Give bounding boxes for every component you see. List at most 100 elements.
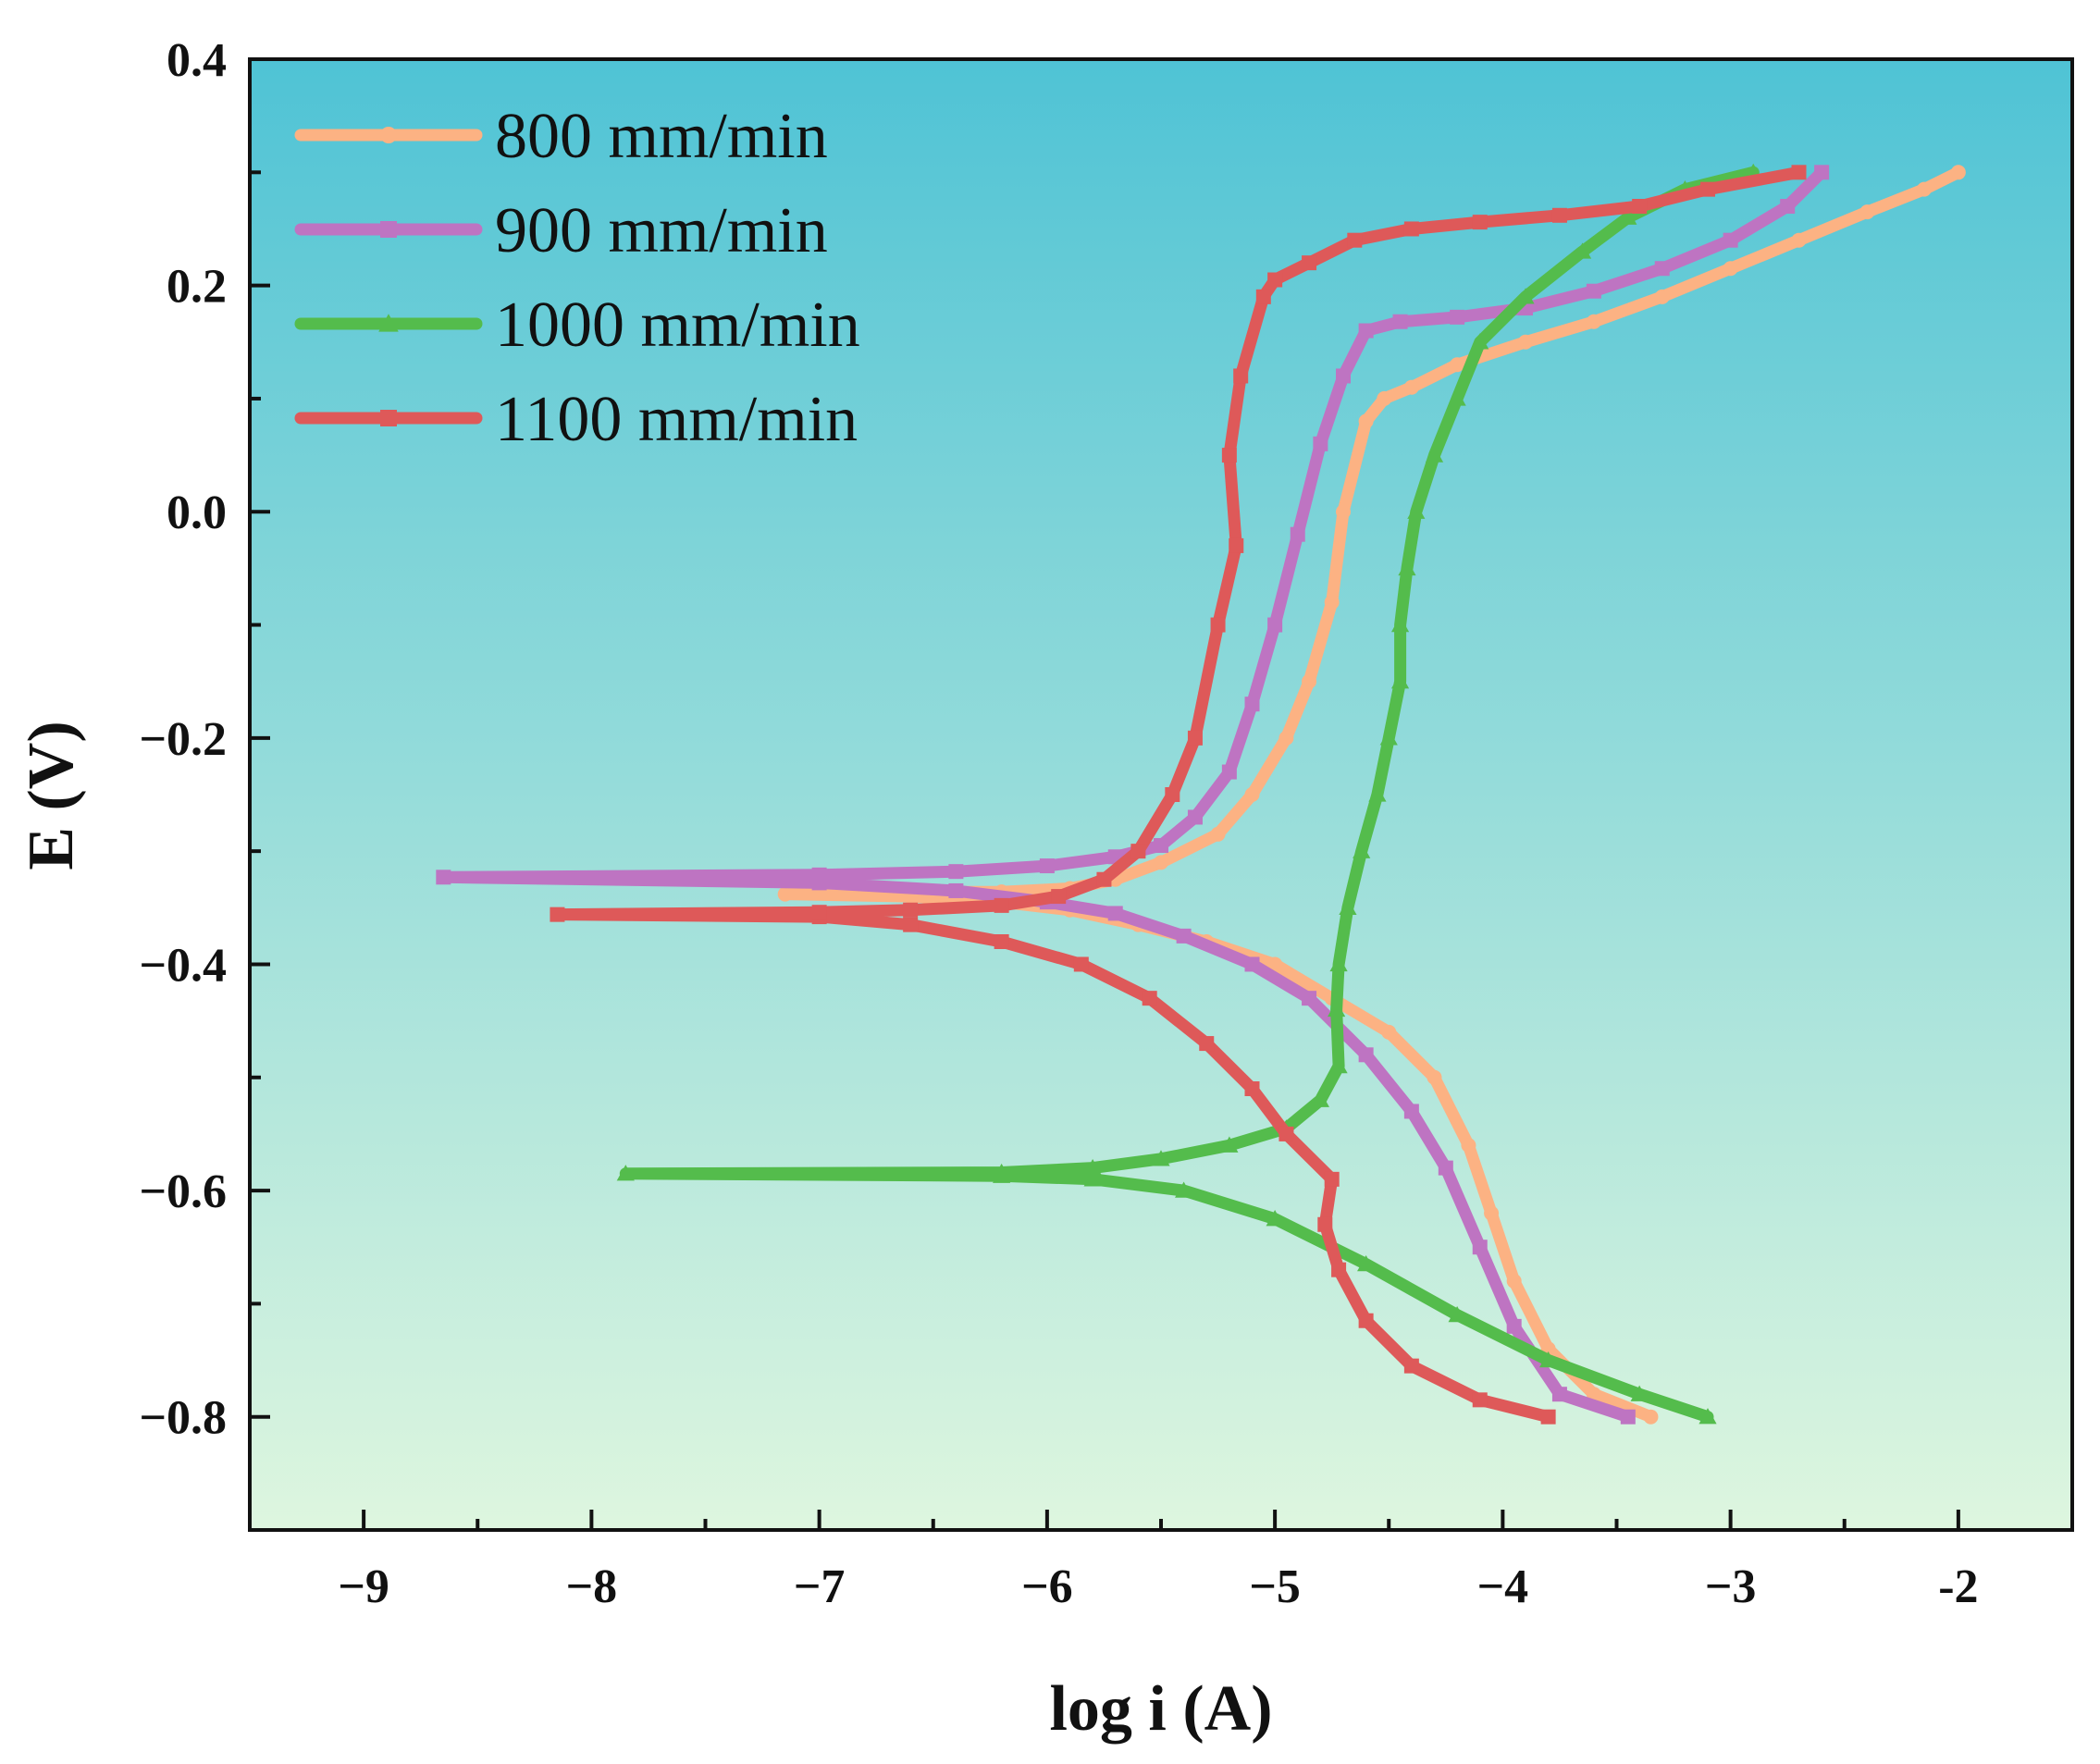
data-point (1643, 1409, 1659, 1425)
data-point (1448, 1306, 1466, 1323)
data-point (1484, 1205, 1500, 1221)
x-tick-label: -2 (1938, 1560, 1978, 1613)
data-point (1586, 1387, 1601, 1402)
data-point (1244, 1081, 1260, 1096)
data-point (1244, 697, 1260, 712)
data-point (1471, 333, 1489, 350)
data-point (1051, 889, 1067, 905)
series-line (437, 166, 1828, 1424)
data-point (1450, 357, 1465, 373)
data-point (1302, 991, 1317, 1006)
x-tick-label: −6 (1021, 1560, 1073, 1613)
data-point (1438, 1160, 1453, 1176)
legend-label: 1100 mm/min (495, 384, 858, 455)
data-point (1551, 1387, 1567, 1402)
series-2 (436, 165, 1830, 1425)
data-point (1221, 448, 1237, 463)
data-point (1221, 764, 1237, 780)
data-point (1175, 1181, 1193, 1198)
data-point (811, 905, 827, 920)
data-point (1448, 389, 1466, 406)
data-point (1551, 207, 1567, 223)
data-point (1516, 288, 1535, 304)
data-point (1619, 208, 1637, 225)
axes-layer: −9 −8 −7 −6 −5 −4 −3 -2 −0.8 −0.6 −0.4 −0.2 0.0 0.2 0.… (139, 34, 1978, 1613)
data-point (1358, 1313, 1374, 1328)
data-point (1096, 871, 1112, 887)
data-point (1791, 232, 1807, 248)
data-point (1324, 595, 1340, 611)
x-tick-label: −9 (338, 1560, 389, 1613)
data-point (1723, 232, 1738, 248)
data-point (1199, 1036, 1215, 1052)
y-tick-label: −0.8 (139, 1392, 227, 1445)
legend-marker (380, 127, 397, 143)
data-point (1313, 436, 1328, 451)
data-point (1083, 1159, 1102, 1176)
y-axis-title: E (V) (16, 721, 87, 870)
data-point (1506, 1273, 1522, 1289)
x-tick-label: −5 (1249, 1560, 1301, 1613)
legend-label: 1000 mm/min (495, 290, 860, 361)
data-point (1427, 1069, 1442, 1085)
data-point (1339, 898, 1357, 915)
data-point (1244, 956, 1260, 972)
data-point (1267, 956, 1283, 972)
data-point (1255, 289, 1271, 304)
y-tick-label: 0.0 (167, 487, 227, 539)
data-point (1229, 537, 1244, 553)
data-point (1353, 842, 1371, 858)
data-point (1279, 1126, 1294, 1141)
x-tick-label: −8 (566, 1560, 618, 1613)
data-point (1154, 855, 1168, 870)
data-point (1403, 379, 1419, 395)
data-point (1233, 368, 1249, 384)
data-point (1403, 221, 1419, 237)
y-tick-label: −0.6 (139, 1166, 227, 1218)
data-point (1331, 1262, 1347, 1277)
x-axis-title: log i (A) (1049, 1673, 1272, 1745)
data-point (1176, 928, 1192, 944)
data-point (1654, 289, 1670, 304)
legend-marker (380, 410, 397, 426)
data-point (1390, 615, 1410, 633)
y-tick-label: −0.2 (139, 713, 227, 766)
legend-marker (380, 221, 397, 238)
data-point (1573, 242, 1592, 259)
data-point (1390, 672, 1410, 689)
data-point (1358, 323, 1374, 339)
data-point (1780, 199, 1796, 214)
data-point (993, 1163, 1011, 1180)
data-point (1407, 502, 1426, 519)
data-point (1165, 787, 1180, 802)
legend: 800 mm/min 900 mm/min 1000 mm/min 1100 mm/m… (294, 101, 860, 455)
data-point (1398, 559, 1416, 576)
data-point (1472, 1240, 1488, 1255)
data-point (1699, 1408, 1717, 1425)
data-point (1266, 1210, 1284, 1227)
data-point (1187, 730, 1203, 746)
data-point (1311, 1091, 1329, 1107)
data-point (1461, 1138, 1476, 1153)
legend-item: 1100 mm/min (294, 384, 858, 455)
data-point (1700, 181, 1715, 197)
x-tick-label: −7 (794, 1560, 846, 1613)
data-point (1302, 255, 1317, 271)
data-point (1950, 165, 1966, 180)
data-point (1540, 1409, 1556, 1425)
data-point (1302, 673, 1317, 689)
data-point (1329, 1056, 1348, 1074)
data-point (1329, 955, 1348, 972)
data-point (1403, 1358, 1419, 1374)
data-point (994, 897, 1009, 913)
data-point (1187, 809, 1203, 825)
data-point (777, 886, 793, 902)
data-point (903, 902, 919, 918)
data-point (1336, 504, 1351, 520)
data-point (1654, 261, 1670, 277)
data-point (1377, 390, 1392, 406)
legend-item: 1000 mm/min (294, 290, 860, 361)
x-tick-label: −3 (1705, 1560, 1757, 1613)
data-point (1073, 956, 1089, 972)
